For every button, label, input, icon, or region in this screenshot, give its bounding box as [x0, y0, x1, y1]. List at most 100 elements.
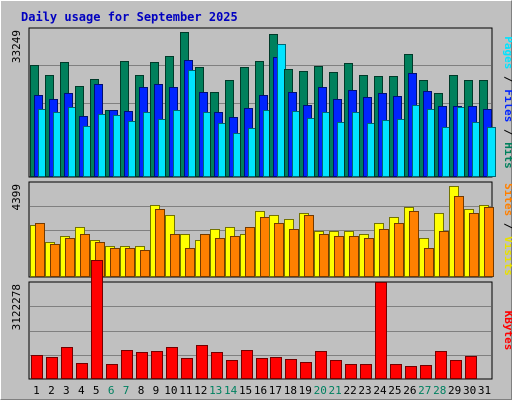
bar-kbytes-day-29 — [450, 360, 462, 379]
bar-kbytes-day-10 — [166, 347, 178, 379]
bar-sites-day-14 — [230, 236, 240, 277]
bar-kbytes-day-18 — [285, 359, 297, 379]
bar-sites-day-7 — [125, 248, 135, 277]
bar-sites-day-30 — [469, 213, 479, 277]
bar-kbytes-day-8 — [136, 352, 148, 379]
bar-sites-day-17 — [274, 223, 284, 277]
bar-kbytes-day-21 — [330, 360, 342, 379]
panel-1-legend: Pages / Files / Hits — [502, 36, 512, 169]
x-tick-day-8: 8 — [138, 384, 145, 397]
x-tick-day-4: 4 — [78, 384, 85, 397]
bar-sites-day-19 — [304, 215, 314, 277]
bar-sites-day-21 — [334, 236, 344, 277]
bar-kbytes-day-12 — [196, 345, 208, 379]
bar-kbytes-day-25 — [390, 364, 402, 379]
x-tick-day-26: 26 — [403, 384, 416, 397]
x-tick-day-12: 12 — [194, 384, 207, 397]
x-tick-day-20: 20 — [314, 384, 327, 397]
x-tick-day-27: 27 — [418, 384, 431, 397]
bar-sites-day-31 — [484, 207, 494, 277]
x-tick-day-1: 1 — [33, 384, 40, 397]
x-tick-day-28: 28 — [433, 384, 446, 397]
x-tick-day-16: 16 — [254, 384, 267, 397]
legend-pages: Pages — [502, 36, 512, 69]
bar-kbytes-day-14 — [226, 360, 238, 379]
bar-sites-day-8 — [140, 250, 150, 277]
bar-sites-day-9 — [155, 209, 165, 277]
bar-sites-day-6 — [110, 248, 120, 277]
bar-sites-day-24 — [379, 229, 389, 277]
legend-visits: Visits — [502, 236, 512, 276]
bar-sites-day-22 — [349, 236, 359, 277]
x-tick-day-15: 15 — [239, 384, 252, 397]
bar-kbytes-day-16 — [256, 358, 268, 379]
x-tick-day-3: 3 — [63, 384, 70, 397]
bar-kbytes-day-4 — [76, 363, 88, 379]
x-tick-day-22: 22 — [343, 384, 356, 397]
bar-sites-day-26 — [409, 211, 419, 277]
bar-kbytes-day-20 — [315, 351, 327, 379]
bar-sites-day-12 — [200, 234, 210, 277]
bar-kbytes-day-23 — [360, 364, 372, 379]
legend-hits: Hits — [502, 142, 512, 169]
bar-kbytes-day-22 — [345, 364, 357, 379]
x-tick-day-5: 5 — [93, 384, 100, 397]
bar-kbytes-day-6 — [106, 364, 118, 379]
bar-pages-day-31 — [487, 127, 496, 177]
x-tick-day-6: 6 — [108, 384, 115, 397]
bar-sites-day-16 — [260, 217, 270, 277]
bar-kbytes-day-5 — [91, 260, 103, 379]
bar-kbytes-day-7 — [121, 350, 133, 379]
x-tick-day-7: 7 — [123, 384, 130, 397]
x-tick-day-25: 25 — [388, 384, 401, 397]
bar-sites-day-3 — [65, 238, 75, 277]
bar-sites-day-25 — [394, 223, 404, 277]
bar-kbytes-day-27 — [420, 365, 432, 379]
bar-kbytes-day-30 — [465, 356, 477, 379]
panel-3-legend: KBytes — [502, 311, 512, 351]
x-tick-day-10: 10 — [164, 384, 177, 397]
panel-2-legend: Sites / Visits — [502, 183, 512, 276]
bar-kbytes-day-17 — [270, 357, 282, 379]
bar-sites-day-18 — [289, 229, 299, 277]
bar-kbytes-day-2 — [46, 357, 58, 379]
bar-kbytes-day-1 — [31, 355, 43, 379]
bar-kbytes-day-3 — [61, 347, 73, 379]
bar-sites-day-29 — [454, 196, 464, 277]
x-tick-day-14: 14 — [224, 384, 238, 397]
bar-sites-day-27 — [424, 248, 434, 277]
legend-files: Files — [502, 89, 512, 122]
bar-sites-day-11 — [185, 248, 195, 277]
x-tick-day-19: 19 — [299, 384, 312, 397]
bar-sites-day-20 — [319, 234, 329, 277]
x-tick-day-24: 24 — [373, 384, 387, 397]
bar-kbytes-day-28 — [435, 351, 447, 379]
bar-sites-day-13 — [215, 238, 225, 277]
x-tick-day-23: 23 — [358, 384, 371, 397]
x-tick-day-21: 21 — [329, 384, 342, 397]
panel-1-max-label: 33249 — [10, 30, 23, 63]
bar-kbytes-day-11 — [181, 358, 193, 379]
bar-sites-day-23 — [364, 238, 374, 277]
x-tick-day-18: 18 — [284, 384, 297, 397]
bar-sites-day-1 — [35, 223, 45, 277]
x-tick-day-13: 13 — [209, 384, 222, 397]
chart-title: Daily usage for September 2025 — [21, 10, 238, 24]
panel-3-max-label: 3122278 — [10, 284, 23, 330]
x-tick-day-31: 31 — [478, 384, 491, 397]
bar-kbytes-day-26 — [405, 366, 417, 379]
x-tick-day-2: 2 — [48, 384, 55, 397]
x-tick-day-9: 9 — [153, 384, 160, 397]
legend-sites: Sites — [502, 183, 512, 216]
bar-sites-day-4 — [80, 234, 90, 277]
x-tick-day-17: 17 — [269, 384, 282, 397]
legend-kbytes: KBytes — [502, 311, 512, 351]
bar-kbytes-day-13 — [211, 352, 223, 379]
bar-sites-day-28 — [439, 231, 449, 277]
bar-kbytes-day-24 — [375, 282, 387, 379]
bar-kbytes-day-15 — [241, 350, 253, 379]
panel-2-max-label: 4399 — [10, 184, 23, 211]
x-tick-day-29: 29 — [448, 384, 461, 397]
